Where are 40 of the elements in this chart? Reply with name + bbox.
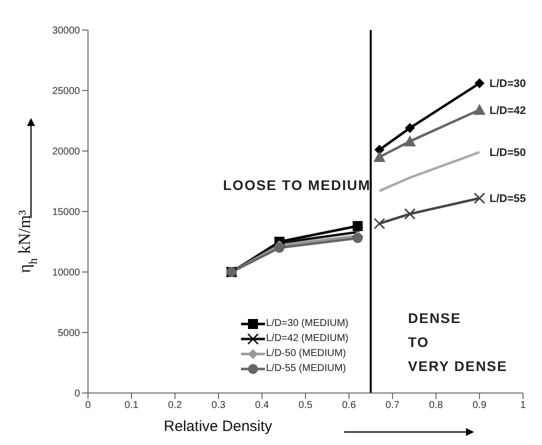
legend-label: L/D-55 (MEDIUM) (266, 363, 346, 374)
y-tick-label: 20000 (52, 146, 80, 158)
annotation: DENSE TO VERY DENSE (408, 309, 508, 376)
y-tick-label: 30000 (52, 26, 80, 37)
x-tick-label: 0.9 (472, 400, 487, 412)
annotation: LOOSE TO MEDIUM (223, 176, 371, 195)
x-tick-label: 0.3 (212, 400, 226, 412)
point (404, 135, 416, 146)
point (404, 208, 416, 220)
y-tick-label: 5000 (58, 328, 80, 340)
point (404, 123, 415, 134)
point (373, 151, 386, 162)
legend-label: L/D-50 (MEDIUM) (266, 348, 346, 359)
point (274, 242, 284, 253)
series-label: L/D=50 (490, 147, 526, 160)
series-label: L/D=30 (490, 78, 526, 90)
x-tick-label: 0.6 (342, 400, 356, 412)
point (352, 233, 363, 244)
y-tick-label: 0 (74, 388, 80, 400)
point (374, 218, 386, 230)
x-tick-label: 0 (85, 400, 92, 412)
x-tick-label: 0.1 (124, 400, 139, 412)
x-tick-label: 1 (520, 400, 526, 412)
x-tick-label: 0.5 (298, 400, 313, 412)
x-axis-title: Relative Density (164, 418, 273, 435)
series-label: L/D=42 (490, 104, 526, 117)
x-tick-label: 0.4 (255, 400, 270, 412)
y-tick-label: 10000 (52, 268, 80, 279)
x-tick-label: 0.7 (386, 400, 400, 412)
x-tick-label: 0.8 (429, 400, 444, 412)
legend-label: L/D=42 (MEDIUM) (266, 333, 349, 344)
point (352, 226, 364, 238)
series-label: L/D=55 (490, 193, 526, 206)
x-tick-label: 0.2 (168, 400, 182, 412)
y-tick-label: 25000 (52, 86, 80, 98)
legend-label: L/D=30 (MEDIUM) (266, 318, 349, 329)
point (474, 78, 484, 88)
y-tick-label: 15000 (52, 207, 80, 218)
point (474, 192, 486, 204)
point (474, 104, 486, 115)
